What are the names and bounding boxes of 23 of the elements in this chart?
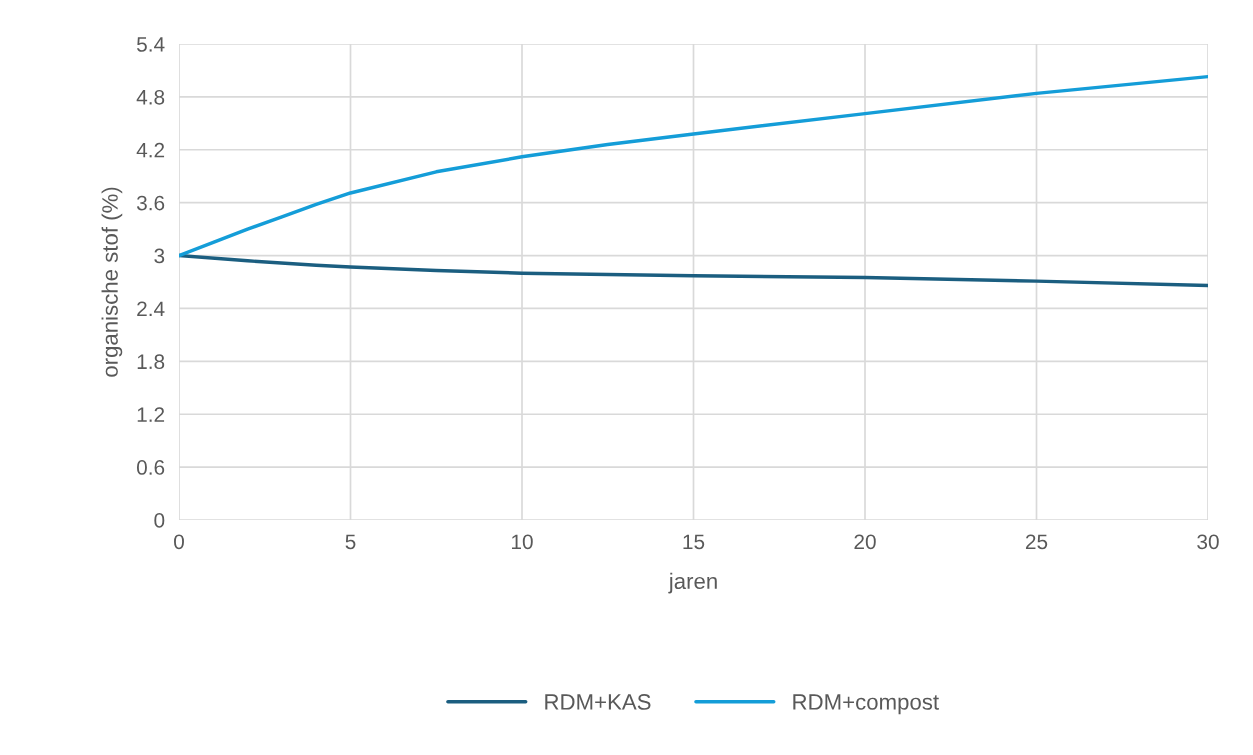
x-tick-label: 5 (345, 534, 356, 550)
y-tick-label: 1.2 (137, 407, 165, 422)
x-tick-label: 10 (512, 534, 533, 550)
x-axis-title: jaren (668, 572, 717, 594)
y-tick-label: 4.2 (136, 142, 165, 158)
y-tick-label: 4.8 (136, 89, 165, 105)
y-axis-title: organische stof (%) (101, 187, 123, 377)
y-tick-label: 0.6 (136, 460, 165, 475)
x-tick-label: 25 (1025, 534, 1048, 550)
y-tick-label: 5.4 (136, 37, 165, 52)
y-tick-label: 3.6 (136, 195, 165, 211)
line-series (179, 253, 1208, 288)
line-series (179, 74, 1208, 258)
x-tick-label: 15 (683, 534, 705, 550)
y-tick-label: 2.4 (137, 301, 165, 316)
x-tick-label: 0 (174, 534, 184, 550)
legend-label: RDM+KAS (545, 694, 651, 710)
y-tick-label: 3 (154, 248, 165, 264)
x-tick-label: 20 (854, 534, 876, 550)
legend-label: RDM+compost (793, 694, 939, 715)
y-tick-label: 0 (154, 513, 165, 528)
x-tick-label: 30 (1197, 534, 1219, 550)
y-tick-label: 1.8 (137, 354, 165, 370)
